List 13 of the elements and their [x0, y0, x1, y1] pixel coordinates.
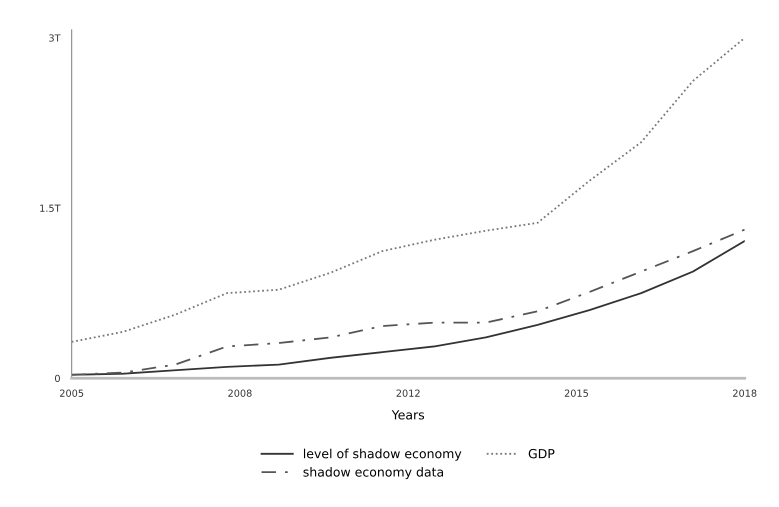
x-tick-label: 2015 [564, 390, 588, 397]
y-tick-label: 1.5T [40, 204, 61, 212]
x-tick-label: 2005 [60, 390, 84, 397]
x-tick-label: 2008 [228, 390, 252, 397]
line-series [72, 36, 745, 343]
legend-label: shadow economy data [303, 467, 444, 480]
x-tick-label: 2018 [733, 390, 756, 397]
y-tick-label: 3T [49, 34, 61, 42]
x-axis-title: Years [392, 410, 424, 420]
legend-label: level of shadow economy [304, 448, 462, 461]
x-tick-label: 2012 [396, 390, 420, 397]
legend-label: GDP [528, 448, 554, 458]
y-tick-label: 0 [55, 374, 60, 382]
